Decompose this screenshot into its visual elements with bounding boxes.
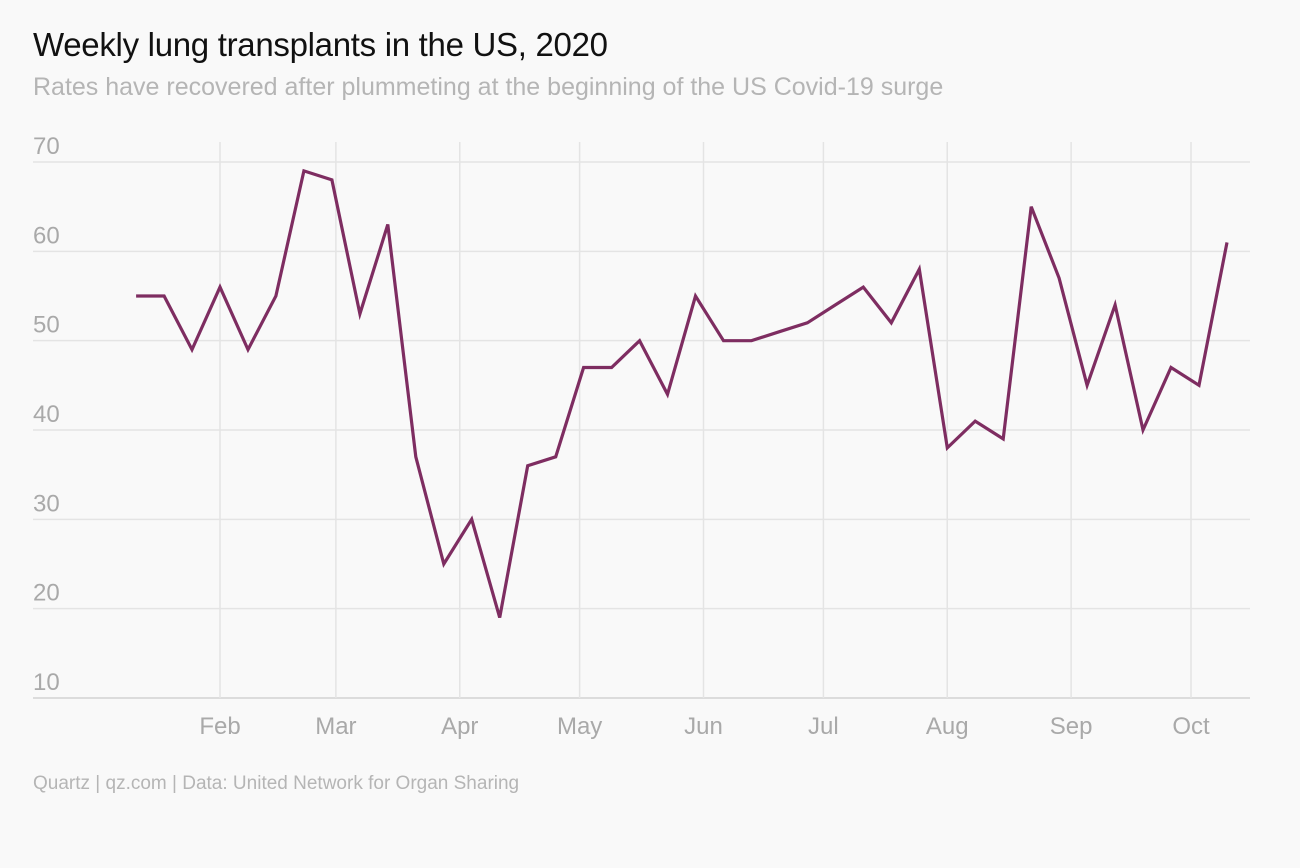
x-tick-label: Aug	[926, 713, 969, 740]
data-point	[414, 455, 417, 458]
data-point	[1198, 384, 1201, 387]
y-tick-label: 10	[33, 669, 60, 696]
data-point	[1002, 438, 1005, 441]
series-layer	[135, 168, 1229, 619]
y-tick-label: 40	[33, 401, 60, 428]
data-point	[666, 393, 669, 396]
data-point	[834, 304, 837, 307]
data-point	[191, 348, 194, 351]
x-axis-ticks: Feb Mar Apr May Jun Jul Aug Sep Oct	[199, 713, 1210, 740]
data-point	[498, 616, 501, 619]
data-point	[442, 563, 445, 566]
data-point	[1114, 304, 1117, 307]
y-tick-label: 50	[33, 312, 60, 339]
data-point	[135, 295, 138, 298]
x-tick-label: Feb	[199, 713, 240, 740]
data-point	[806, 321, 809, 324]
data-point	[1086, 384, 1089, 387]
data-point	[862, 286, 865, 289]
y-tick-label: 30	[33, 490, 60, 517]
data-point	[163, 295, 166, 298]
data-point	[1142, 429, 1145, 432]
data-point	[582, 366, 585, 369]
data-point	[526, 464, 529, 467]
data-point	[1058, 277, 1061, 280]
x-tick-label: Jul	[808, 713, 839, 740]
y-tick-label: 20	[33, 580, 60, 607]
series-line	[136, 168, 1229, 619]
chart-subtitle: Rates have recovered after plummeting at…	[33, 73, 944, 101]
data-point	[1030, 205, 1033, 208]
data-point	[330, 178, 333, 181]
data-point	[1170, 366, 1173, 369]
data-point	[638, 339, 641, 342]
x-tick-label: Jun	[684, 713, 723, 740]
y-axis-ticks: 10 20 30 40 50 60 70	[33, 133, 60, 696]
data-point	[946, 446, 949, 449]
x-tick-label: Apr	[441, 713, 478, 740]
data-point	[890, 321, 893, 324]
gridlines	[33, 142, 1250, 699]
x-tick-label: May	[557, 713, 602, 740]
data-point	[386, 223, 389, 226]
data-point	[470, 518, 473, 521]
x-tick-label: Mar	[315, 713, 356, 740]
y-tick-label: 60	[33, 222, 60, 249]
source-note: Quartz | qz.com | Data: United Network f…	[33, 773, 520, 794]
data-point	[750, 339, 753, 342]
data-point	[219, 286, 222, 289]
data-point	[358, 312, 361, 315]
data-point	[247, 348, 250, 351]
data-point	[275, 295, 278, 298]
data-point	[778, 330, 781, 333]
data-point	[974, 420, 977, 423]
x-tick-label: Sep	[1050, 713, 1093, 740]
data-point	[1226, 241, 1229, 244]
data-point	[722, 339, 725, 342]
chart-title: Weekly lung transplants in the US, 2020	[33, 26, 608, 63]
data-point	[610, 366, 613, 369]
data-point	[303, 170, 306, 173]
data-point	[694, 295, 697, 298]
y-tick-label: 70	[33, 133, 60, 160]
data-point	[918, 268, 921, 271]
x-tick-label: Oct	[1172, 713, 1210, 740]
data-point	[554, 455, 557, 458]
